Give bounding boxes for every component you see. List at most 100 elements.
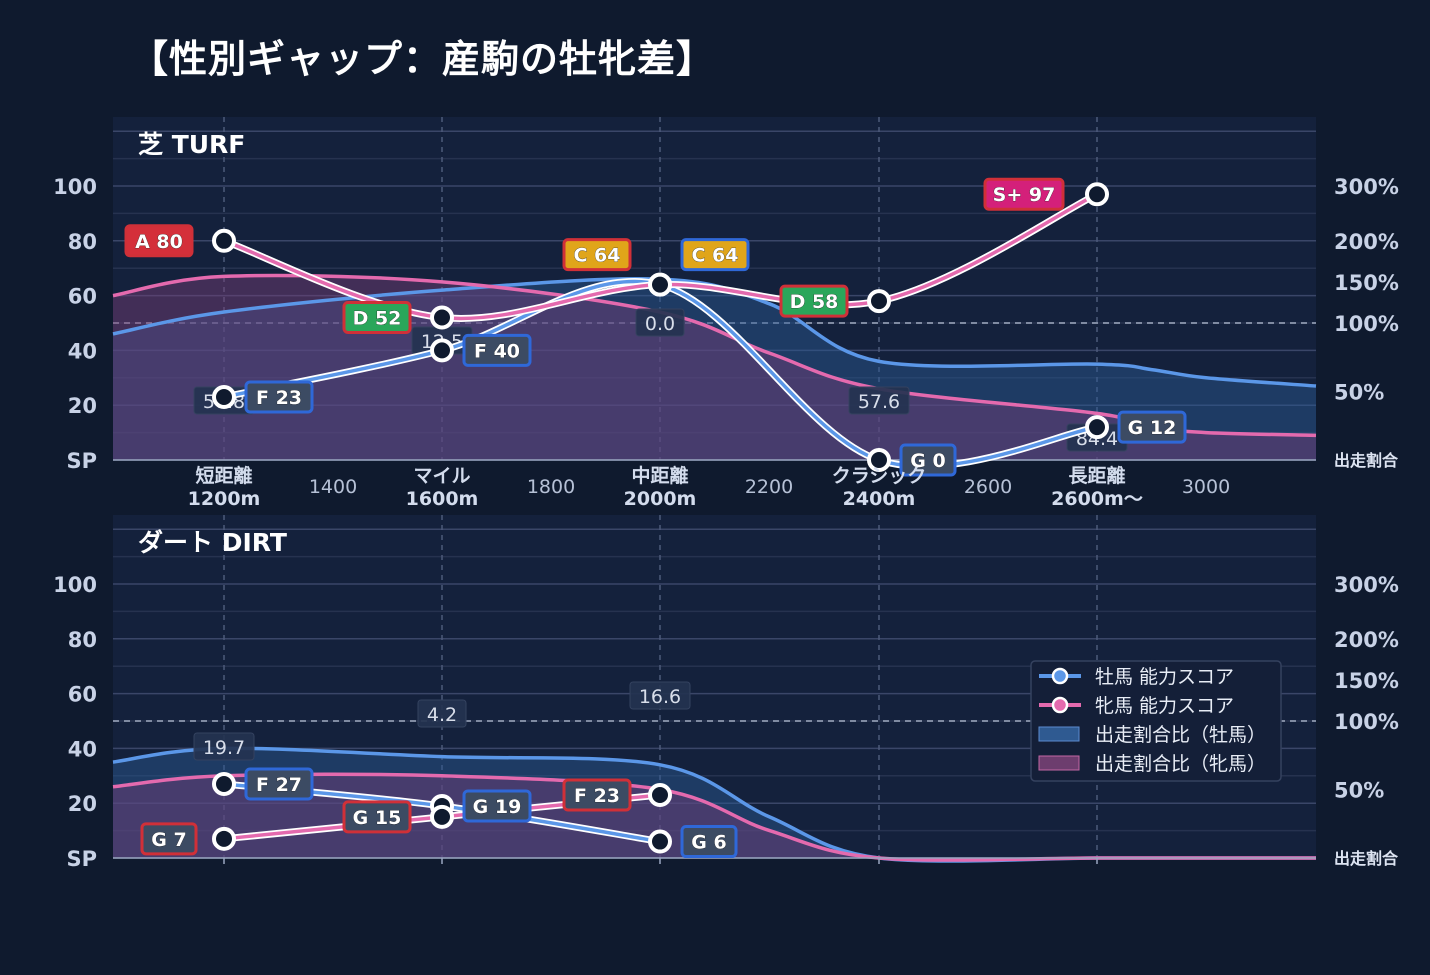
- female-score-label: G 7: [151, 829, 186, 851]
- legend-label: 出走割合比（牡馬）: [1095, 724, 1266, 746]
- y-tick-label: 60: [68, 285, 97, 309]
- male-score-label-box: [462, 333, 532, 367]
- x-category-distance: 2000m: [624, 488, 697, 510]
- male-score-label: G 0: [910, 450, 945, 472]
- y2-tick-label: 150%: [1334, 669, 1399, 693]
- male-score-label: C 64: [692, 245, 739, 267]
- male-score-label: F 23: [256, 387, 302, 409]
- y2-tick-label: 200%: [1334, 628, 1399, 652]
- female-score-point: [430, 305, 454, 330]
- ratio-label: 19.7: [203, 737, 245, 759]
- x-category-label: クラシック: [832, 465, 927, 487]
- y2-tick-label: 100%: [1334, 710, 1399, 734]
- y-tick-label: 60: [68, 683, 97, 707]
- y2-tick-label: 出走割合: [1334, 849, 1399, 868]
- ratio-label-box: [629, 681, 691, 710]
- female-score-label: A 80: [135, 231, 183, 253]
- panel-turf: 芝 TURF SP 20 40 60 80 100 出走割合 50% 100% 150% 200% 30…: [53, 117, 1399, 510]
- male-score-point: [867, 448, 891, 472]
- ratio-label: 0.0: [645, 313, 675, 335]
- female-ratio-area: [113, 774, 1316, 861]
- male-score-point: [648, 829, 672, 854]
- y-tick-label: 20: [68, 792, 97, 816]
- female-score-label: D 58: [790, 291, 839, 313]
- page-title: 【性別ギャップ：産駒の牡牝差】: [130, 37, 716, 81]
- male-score-label-box: [1117, 410, 1187, 444]
- male-area-legend-swatch: [1038, 726, 1080, 742]
- y2-tick-label: 100%: [1334, 312, 1399, 336]
- x-category-label: マイル: [413, 465, 470, 487]
- x-numeric-tick: 2600: [964, 476, 1012, 498]
- male-score-label-box: [680, 825, 738, 859]
- x-category-distance: 2400m: [843, 488, 916, 510]
- female-score-label: S+ 97: [993, 184, 1056, 206]
- y-tick-label: 80: [68, 230, 97, 254]
- female-score-label-box: [562, 238, 632, 272]
- male-score-point: [212, 384, 236, 409]
- female-score-label-box: [140, 822, 198, 856]
- female-score-point: [648, 782, 672, 807]
- ratio-label: 4.2: [427, 704, 457, 726]
- y2-tick-label: 200%: [1334, 230, 1399, 254]
- male-score-label-box: [680, 238, 750, 272]
- male-score-label-box: [244, 380, 314, 414]
- x-category-distance: 1600m: [406, 488, 479, 510]
- legend-label: 出走割合比（牝馬）: [1095, 753, 1266, 775]
- ratio-label-box: [417, 699, 467, 728]
- female-score-point: [867, 289, 891, 314]
- male-score-label: F 40: [474, 340, 520, 362]
- x-numeric-tick: 3000: [1182, 476, 1230, 498]
- x-category-distance: 2600m〜: [1051, 488, 1143, 510]
- female-line-legend-marker: [1051, 696, 1069, 714]
- male-score-point: [212, 772, 236, 797]
- male-score-label-box: [899, 443, 957, 477]
- male-score-label: G 19: [473, 796, 522, 818]
- female-score-label: F 23: [574, 785, 620, 807]
- female-score-label-box: [779, 284, 849, 318]
- ratio-label-box: [193, 732, 255, 761]
- y2-tick-label: 150%: [1334, 271, 1399, 295]
- ratio-label: 57.6: [858, 391, 900, 413]
- male-score-label: G 12: [1128, 417, 1177, 439]
- panel-title: ダート DIRT: [138, 528, 287, 557]
- y-tick-label: 100: [53, 175, 97, 199]
- female-area-legend-swatch: [1038, 755, 1080, 771]
- male-score-label: G 6: [691, 832, 726, 854]
- female-score-label: C 64: [574, 245, 621, 267]
- x-numeric-tick: 1800: [527, 476, 575, 498]
- x-category-label: 短距離: [195, 464, 252, 487]
- y2-tick-label: 50%: [1334, 779, 1384, 803]
- female-score-label: D 52: [353, 308, 402, 330]
- legend-label: 牡馬 能力スコア: [1095, 666, 1234, 688]
- female-score-point: [1085, 182, 1109, 207]
- female-score-label-box: [124, 224, 194, 258]
- y2-tick-label: 50%: [1334, 381, 1384, 405]
- male-score-label-box: [244, 767, 314, 801]
- female-score-label-box: [342, 301, 412, 335]
- y-tick-label: 40: [68, 339, 97, 363]
- y-tick-label: 20: [68, 394, 97, 418]
- female-score-label-box: [983, 177, 1065, 211]
- panel-title: 芝 TURF: [138, 130, 245, 159]
- x-category-distance: 1200m: [188, 488, 261, 510]
- y-tick-label: 100: [53, 573, 97, 597]
- female-score-point: [212, 228, 236, 253]
- y-tick-label: SP: [66, 847, 97, 871]
- female-score-label-box: [342, 800, 412, 834]
- y2-tick-label: 300%: [1334, 573, 1399, 597]
- female-score-label-box: [562, 778, 632, 812]
- y-tick-label: 80: [68, 628, 97, 652]
- female-score-point: [212, 826, 236, 851]
- x-numeric-tick: 1400: [309, 476, 357, 498]
- male-score-label: F 27: [256, 774, 302, 796]
- female-ratio-area: [113, 275, 1316, 460]
- legend-label: 牝馬 能力スコア: [1095, 695, 1234, 717]
- female-score-point: [430, 804, 454, 829]
- x-category-label: 長距離: [1068, 464, 1125, 487]
- x-numeric-tick: 2200: [745, 476, 793, 498]
- ratio-label-box: [635, 308, 685, 337]
- x-category-label: 中距離: [631, 464, 688, 487]
- female-score-point: [648, 272, 672, 297]
- ratio-label-box: [848, 386, 910, 415]
